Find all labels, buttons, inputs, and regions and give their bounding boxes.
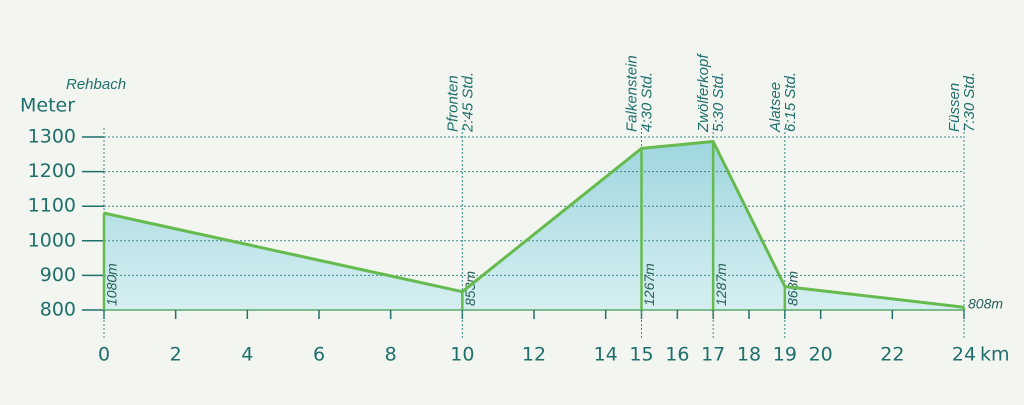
value-label: 1080m bbox=[104, 263, 120, 306]
x-tick-label: 22 bbox=[880, 344, 904, 366]
waypoint-time: 6:15 Std. bbox=[782, 72, 799, 132]
waypoint-name: Falkenstein bbox=[623, 55, 640, 132]
x-tick-label: 17 bbox=[701, 344, 725, 366]
waypoint-name: Füssen bbox=[946, 83, 963, 132]
x-tick-label: 20 bbox=[809, 344, 833, 366]
y-axis-label: Meter bbox=[20, 95, 75, 117]
line bbox=[103, 139, 965, 309]
x-tick-label: 19 bbox=[773, 344, 797, 366]
y-tick-label: 900 bbox=[40, 264, 76, 286]
x-tick-label: 12 bbox=[522, 344, 546, 366]
x-tick-label: 10 bbox=[450, 344, 474, 366]
value-label: 1267m bbox=[641, 263, 657, 306]
x-tick-label: 6 bbox=[313, 344, 325, 366]
x-tick-label: 0 bbox=[98, 344, 110, 366]
y-tick-label: 1000 bbox=[28, 229, 76, 251]
x-axis-label: km bbox=[980, 344, 1010, 366]
waypoint-name: Alatsee bbox=[767, 82, 784, 133]
y-tick-label: 1200 bbox=[28, 160, 76, 182]
x-tick-label: 2 bbox=[170, 344, 182, 366]
area bbox=[104, 141, 964, 310]
waypoint-name: Zwölferkopf bbox=[695, 53, 712, 133]
x-tick-label: 14 bbox=[594, 344, 618, 366]
value-label: 1287m bbox=[713, 263, 729, 306]
waypoint-time: 4:30 Std. bbox=[638, 72, 655, 132]
waypoint-name: Rehbach bbox=[66, 76, 126, 93]
waypoint-time: 7:30 Std. bbox=[961, 72, 978, 132]
x-tick-label: 4 bbox=[241, 344, 253, 366]
value-label: 853m bbox=[462, 271, 478, 306]
x-tick-label: 24 bbox=[952, 344, 976, 366]
waypoint-time: 5:30 Std. bbox=[710, 72, 727, 132]
x-tick-label: 16 bbox=[665, 344, 689, 366]
y-tick-label: 1300 bbox=[28, 126, 76, 148]
x-tick-label: 18 bbox=[737, 344, 761, 366]
x-tick-label: 8 bbox=[385, 344, 397, 366]
y-tick-label: 800 bbox=[40, 299, 76, 321]
x-tick-label: 15 bbox=[629, 344, 653, 366]
waypoint-time: 2:45 Std. bbox=[459, 72, 476, 133]
waypoint-name: Pfronten bbox=[444, 75, 461, 132]
y-tick-label: 1100 bbox=[28, 195, 76, 217]
value-label: 808m bbox=[968, 296, 1003, 312]
